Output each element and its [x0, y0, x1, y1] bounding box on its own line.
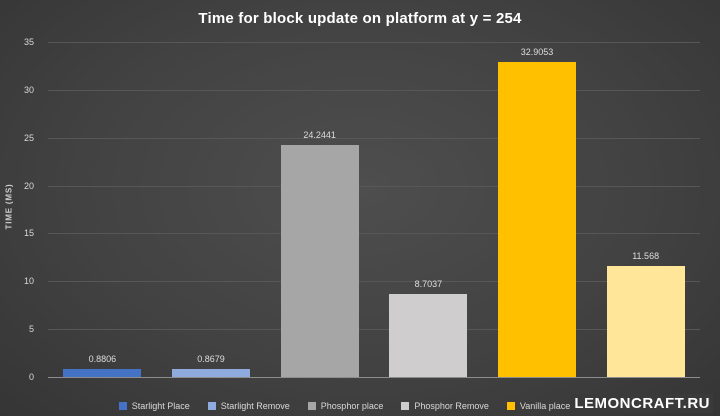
gridline [48, 42, 700, 43]
legend-item: Vanilla place [506, 401, 571, 411]
bar [172, 368, 250, 377]
legend-swatch [307, 402, 316, 410]
gridline [48, 185, 700, 187]
legend-item: Phosphor place [307, 401, 384, 411]
bar-value-label: 24.2441 [303, 129, 336, 140]
legend-swatch [118, 402, 127, 410]
y-tick-label: 30 [23, 84, 34, 95]
watermark: LEMONCRAFT.RU [571, 394, 713, 413]
bar [63, 368, 142, 377]
x-axis-line [48, 377, 700, 378]
y-tick-label: 35 [23, 37, 34, 47]
gridline [48, 281, 700, 283]
bar-value-label: 11.568 [632, 251, 660, 262]
legend-item: Starlight Place [118, 401, 190, 411]
y-tick-label: 0 [28, 372, 34, 382]
bar-value-label: 32.9053 [520, 47, 554, 58]
legend-item: Starlight Remove [207, 401, 290, 411]
chart-title: Time for block update on platform at y =… [198, 10, 522, 27]
bar [498, 62, 576, 377]
bar [280, 144, 359, 377]
y-tick-label: 25 [23, 132, 34, 143]
bar-value-label: 0.8806 [88, 353, 117, 364]
legend-label: Starlight Remove [220, 401, 290, 411]
y-axis-tick-labels: 0 5 10 15 20 25 30 35 [0, 37, 42, 382]
plot-area: 0.8806 0.8679 24.2441 8.7037 32.9053 11.568 [48, 42, 700, 378]
y-tick-label: 20 [23, 180, 34, 191]
legend-label: Starlight Place [131, 401, 190, 411]
legend-label: Phosphor place [320, 401, 384, 411]
bar [389, 293, 468, 377]
legend-swatch [506, 402, 515, 410]
bar-value-label: 0.8679 [197, 353, 225, 364]
y-tick-label: 15 [23, 228, 34, 239]
gridline [48, 137, 700, 139]
y-tick-label: 10 [23, 276, 34, 287]
bar [606, 266, 685, 377]
gridline [48, 329, 700, 331]
y-tick-label: 5 [28, 324, 34, 335]
gridline [48, 89, 700, 91]
legend-swatch [207, 402, 216, 410]
legend-label: Phosphor Remove [414, 401, 489, 411]
legend-label: Vanilla place [519, 401, 571, 411]
gridline [48, 233, 700, 235]
bar-value-label: 8.7037 [414, 278, 443, 289]
legend-item: Phosphor Remove [401, 401, 489, 411]
legend-swatch [401, 402, 410, 410]
